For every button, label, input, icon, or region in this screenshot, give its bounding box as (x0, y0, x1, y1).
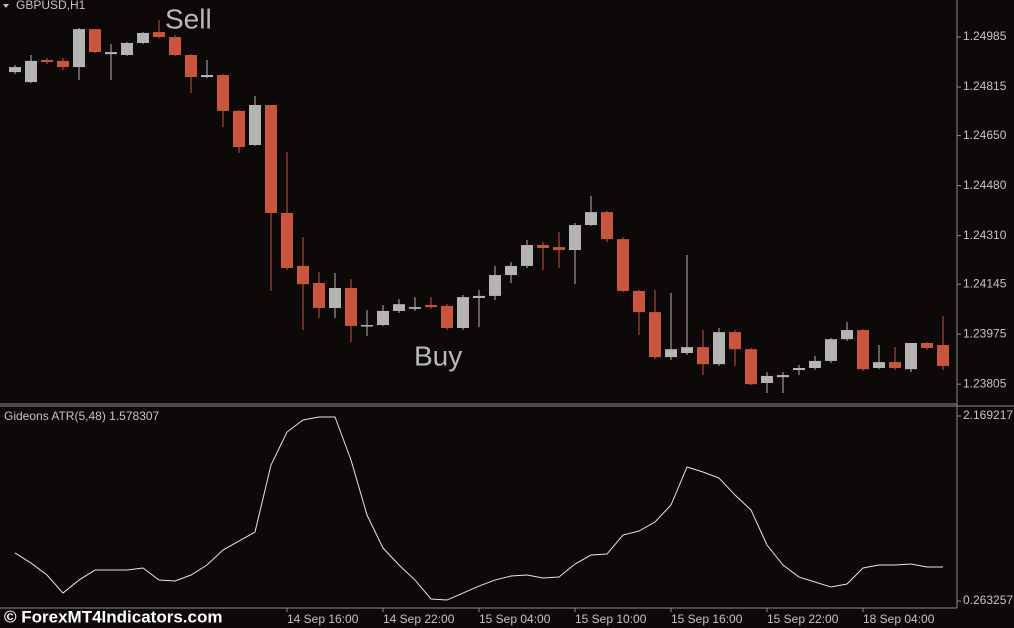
candle-body (761, 375, 773, 383)
candle-body (489, 275, 501, 296)
candle-body (569, 225, 581, 251)
candle-body (537, 245, 549, 248)
candle-body (857, 330, 869, 370)
candle-body (793, 367, 805, 371)
y-tick-label: 1.24145 (963, 276, 1007, 290)
candle-body (825, 339, 837, 361)
candle-body (393, 304, 405, 311)
y-tick-label: 1.24815 (963, 79, 1007, 93)
candle-body (41, 60, 53, 63)
candle-body (169, 37, 181, 56)
symbol-arrow (3, 4, 9, 8)
candle-body (153, 32, 165, 38)
candle-body (473, 295, 485, 298)
candle-body (921, 342, 933, 348)
candle-body (297, 265, 309, 285)
watermark: © ForexMT4Indicators.com (4, 607, 222, 626)
chart-title: GBPUSD,H1 (16, 0, 86, 12)
candle-body (281, 212, 293, 268)
marks: 1.24985 1.24815 1.24650 1.24480 1.24310 1.241… (9, 20, 1013, 626)
candle-body (313, 282, 325, 308)
candle-body (633, 290, 645, 313)
y-tick-label: 1.24985 (963, 29, 1007, 43)
candle-body (409, 307, 421, 309)
candle-body (441, 305, 453, 328)
annotation: Sell (165, 3, 212, 34)
candle-body (457, 297, 469, 328)
x-tick-label: 15 Sep 10:00 (575, 612, 647, 626)
candle-body (873, 362, 885, 368)
candle-body (809, 360, 821, 368)
candle-body (777, 375, 789, 378)
x-tick-label: 15 Sep 16:00 (671, 612, 743, 626)
candle-body (841, 330, 853, 340)
candle-body (185, 55, 197, 78)
candle-body (25, 60, 37, 83)
candle-body (137, 32, 149, 43)
candle-body (329, 287, 341, 308)
candle-body (361, 325, 373, 327)
x-tick-label: 15 Sep 22:00 (767, 612, 839, 626)
annotation: Buy (414, 340, 462, 371)
candle-body (697, 347, 709, 365)
candle-body (905, 342, 917, 370)
candle-body (585, 212, 597, 226)
indicator-title: Gideons ATR(5,48) 1.578307 (4, 409, 160, 423)
x-tick-label: 15 Sep 04:00 (479, 612, 551, 626)
candle-body (937, 345, 949, 366)
candle-body (889, 362, 901, 368)
candle-body (521, 245, 533, 266)
candle-body (233, 110, 245, 148)
y-tick-label: 2.169217 (963, 408, 1013, 422)
y-tick-label: 1.24310 (963, 228, 1007, 242)
candle-body (649, 312, 661, 358)
y-tick-label: 0.263257 (963, 593, 1013, 607)
candle-body (89, 29, 101, 53)
y-tick-label: 1.24650 (963, 128, 1007, 142)
candle-body (201, 75, 213, 78)
candle-body (217, 75, 229, 111)
x-tick-label: 14 Sep 16:00 (287, 612, 359, 626)
candle-body (73, 29, 85, 68)
y-tick-label: 1.24480 (963, 178, 1007, 192)
y-tick-label: 1.23975 (963, 326, 1007, 340)
candle-body (249, 105, 261, 146)
indicator-line (14, 416, 943, 601)
candle-body (729, 332, 741, 350)
candle-body (553, 247, 565, 251)
candle-body (665, 349, 677, 358)
candle-body (601, 212, 613, 240)
candle-body (745, 349, 757, 385)
x-tick-label: 18 Sep 04:00 (863, 612, 935, 626)
candle-body (9, 67, 21, 73)
candle-body (425, 305, 437, 308)
candle-body (57, 60, 69, 68)
candle-body (713, 332, 725, 365)
candle-body (681, 347, 693, 353)
candle-body (265, 105, 277, 213)
candle-body (121, 42, 133, 56)
x-tick-label: 14 Sep 22:00 (383, 612, 455, 626)
y-tick-label: 1.23805 (963, 376, 1007, 390)
candle-body (377, 310, 389, 326)
candle-body (345, 287, 357, 326)
candle-body (505, 265, 517, 276)
candle-body (617, 239, 629, 291)
candle-body (105, 52, 117, 55)
